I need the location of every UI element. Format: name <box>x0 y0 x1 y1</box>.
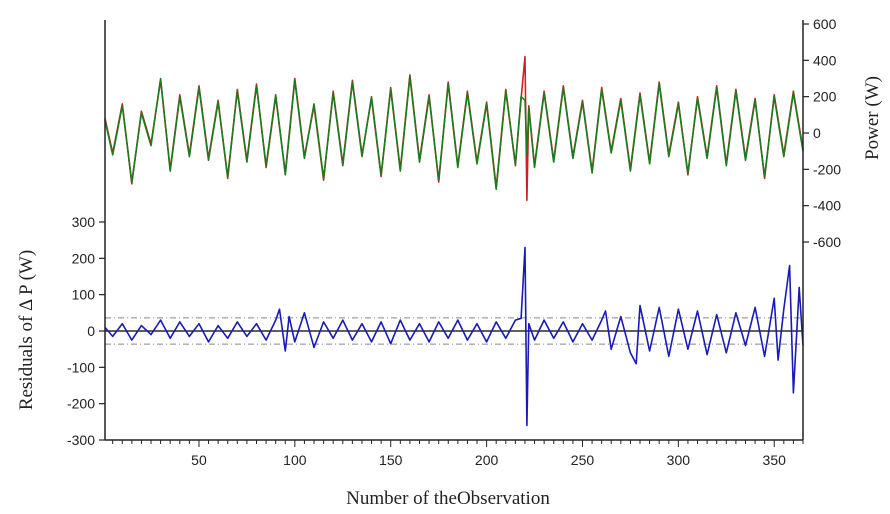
left-tick-label: -200 <box>67 396 95 412</box>
left-tick-label: -100 <box>67 359 95 375</box>
x-tick-label: 100 <box>283 452 307 468</box>
x-axis-ticks: 50 100 150 200 250 300 350 <box>112 440 804 468</box>
x-tick-label: 250 <box>571 452 595 468</box>
left-tick-label: 0 <box>87 323 95 339</box>
right-tick-label: 400 <box>813 52 837 68</box>
left-tick-label: 300 <box>72 214 96 230</box>
right-tick-label: 600 <box>813 16 837 32</box>
left-tick-label: -300 <box>67 432 95 448</box>
x-tick-label: 300 <box>667 452 691 468</box>
left-tick-label: 100 <box>72 287 96 303</box>
right-tick-label: -400 <box>813 198 841 214</box>
left-tick-label: 200 <box>72 250 96 266</box>
right-axis-title: Power (W) <box>862 76 883 160</box>
series-line-predicted-power <box>104 75 804 191</box>
x-tick-label: 200 <box>475 452 499 468</box>
x-tick-label: 150 <box>379 452 403 468</box>
series-line-residuals <box>104 246 804 427</box>
right-tick-label: 200 <box>813 89 837 105</box>
x-tick-label: 350 <box>763 452 787 468</box>
right-tick-label: 0 <box>813 125 821 141</box>
series-layer <box>104 55 804 427</box>
right-tick-label: -200 <box>813 161 841 177</box>
right-axis-ticks: -600 -400 -200 0 200 400 600 <box>803 16 841 250</box>
left-axis-ticks: -300 -200 -100 0 100 200 300 <box>67 214 105 448</box>
x-axis-title: Number of theObservation <box>346 488 550 509</box>
right-tick-label: -600 <box>813 234 841 250</box>
x-tick-label: 50 <box>191 452 207 468</box>
left-axis-title: Residuals of Δ P (W) <box>16 250 37 410</box>
plot-area <box>104 20 804 441</box>
